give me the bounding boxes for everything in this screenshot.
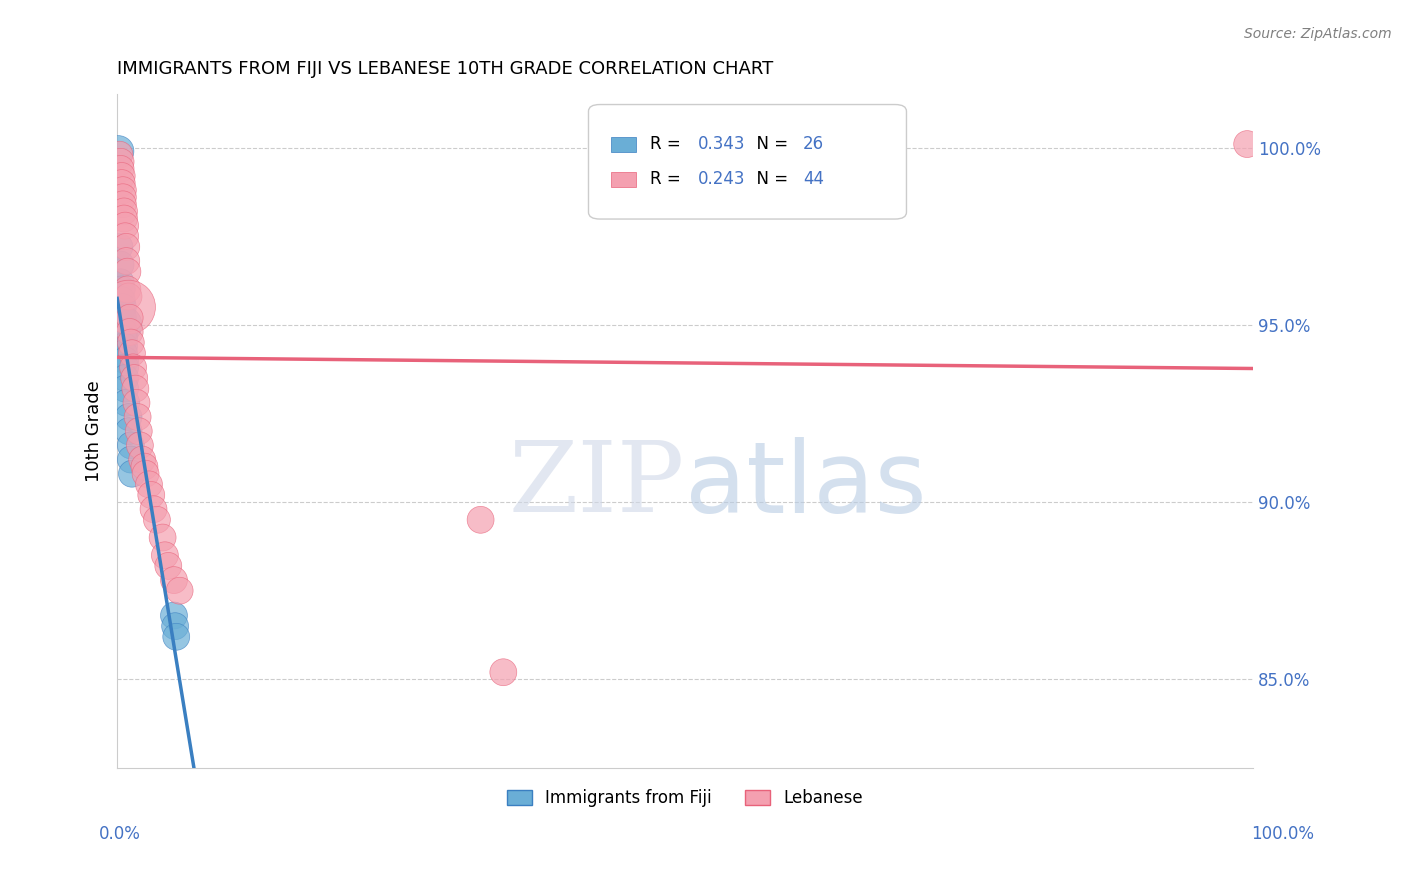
Point bbox=[129, 438, 152, 452]
Point bbox=[131, 452, 153, 467]
Point bbox=[1236, 137, 1258, 152]
Point bbox=[492, 665, 515, 680]
Text: 0.0%: 0.0% bbox=[98, 825, 141, 843]
Point bbox=[122, 371, 145, 385]
Point bbox=[108, 147, 131, 161]
Point bbox=[117, 300, 139, 314]
FancyBboxPatch shape bbox=[589, 104, 907, 219]
Point bbox=[114, 353, 136, 368]
Point bbox=[118, 310, 141, 325]
Point bbox=[120, 452, 142, 467]
Text: 0.343: 0.343 bbox=[697, 135, 745, 153]
Point bbox=[107, 144, 129, 158]
Point bbox=[152, 531, 174, 545]
FancyBboxPatch shape bbox=[612, 136, 636, 152]
Point bbox=[112, 346, 135, 360]
Text: IMMIGRANTS FROM FIJI VS LEBANESE 10TH GRADE CORRELATION CHART: IMMIGRANTS FROM FIJI VS LEBANESE 10TH GR… bbox=[117, 60, 773, 78]
Point bbox=[146, 513, 169, 527]
Point bbox=[141, 488, 163, 502]
Point bbox=[111, 197, 134, 211]
Point bbox=[112, 211, 135, 226]
Text: 100.0%: 100.0% bbox=[1251, 825, 1315, 843]
Point bbox=[115, 240, 138, 254]
Point bbox=[111, 169, 134, 183]
Point bbox=[111, 183, 134, 197]
Point bbox=[118, 325, 141, 339]
Text: ZIP: ZIP bbox=[509, 437, 685, 533]
Text: 0.243: 0.243 bbox=[697, 170, 745, 188]
Point bbox=[127, 410, 149, 425]
Text: atlas: atlas bbox=[685, 436, 927, 533]
Text: R =: R = bbox=[650, 170, 686, 188]
Point bbox=[117, 265, 139, 279]
Point bbox=[111, 293, 134, 307]
Point bbox=[128, 424, 150, 438]
Point bbox=[117, 410, 139, 425]
Point bbox=[124, 382, 146, 396]
Text: 26: 26 bbox=[803, 135, 824, 153]
FancyBboxPatch shape bbox=[612, 172, 636, 187]
Text: N =: N = bbox=[747, 135, 794, 153]
Text: 44: 44 bbox=[803, 170, 824, 188]
Text: R =: R = bbox=[650, 135, 686, 153]
Point bbox=[153, 548, 176, 562]
Point bbox=[110, 161, 132, 176]
Point bbox=[114, 360, 136, 375]
Point bbox=[112, 204, 135, 219]
Y-axis label: 10th Grade: 10th Grade bbox=[86, 380, 103, 482]
Point bbox=[110, 258, 132, 272]
Point bbox=[115, 254, 138, 268]
Point bbox=[120, 335, 142, 350]
Point bbox=[122, 360, 145, 375]
Point bbox=[117, 289, 139, 303]
Point bbox=[112, 332, 135, 346]
Point bbox=[110, 275, 132, 289]
Point bbox=[121, 467, 143, 481]
Point bbox=[163, 573, 186, 587]
Text: N =: N = bbox=[747, 170, 794, 188]
Point bbox=[111, 282, 134, 296]
Point bbox=[121, 346, 143, 360]
Point bbox=[114, 219, 136, 233]
Point bbox=[138, 477, 160, 491]
Text: Source: ZipAtlas.com: Source: ZipAtlas.com bbox=[1244, 27, 1392, 41]
Point bbox=[157, 558, 180, 573]
Point bbox=[111, 190, 134, 204]
Point bbox=[134, 459, 156, 474]
Point bbox=[125, 396, 148, 410]
Point bbox=[112, 325, 135, 339]
Point bbox=[112, 339, 135, 353]
Point bbox=[117, 424, 139, 438]
Legend: Immigrants from Fiji, Lebanese: Immigrants from Fiji, Lebanese bbox=[501, 782, 870, 814]
Point bbox=[165, 619, 187, 633]
Point bbox=[142, 502, 165, 516]
Point bbox=[114, 382, 136, 396]
Point bbox=[117, 282, 139, 296]
Point bbox=[470, 513, 492, 527]
Point bbox=[163, 608, 186, 623]
Point bbox=[169, 583, 191, 598]
Point bbox=[120, 438, 142, 452]
Point bbox=[114, 229, 136, 244]
Point bbox=[108, 240, 131, 254]
Point bbox=[111, 310, 134, 325]
Point bbox=[111, 318, 134, 332]
Point bbox=[165, 630, 187, 644]
Point bbox=[114, 371, 136, 385]
Point bbox=[111, 300, 134, 314]
Point bbox=[115, 396, 138, 410]
Point bbox=[111, 176, 134, 190]
Point bbox=[110, 154, 132, 169]
Point bbox=[135, 467, 157, 481]
